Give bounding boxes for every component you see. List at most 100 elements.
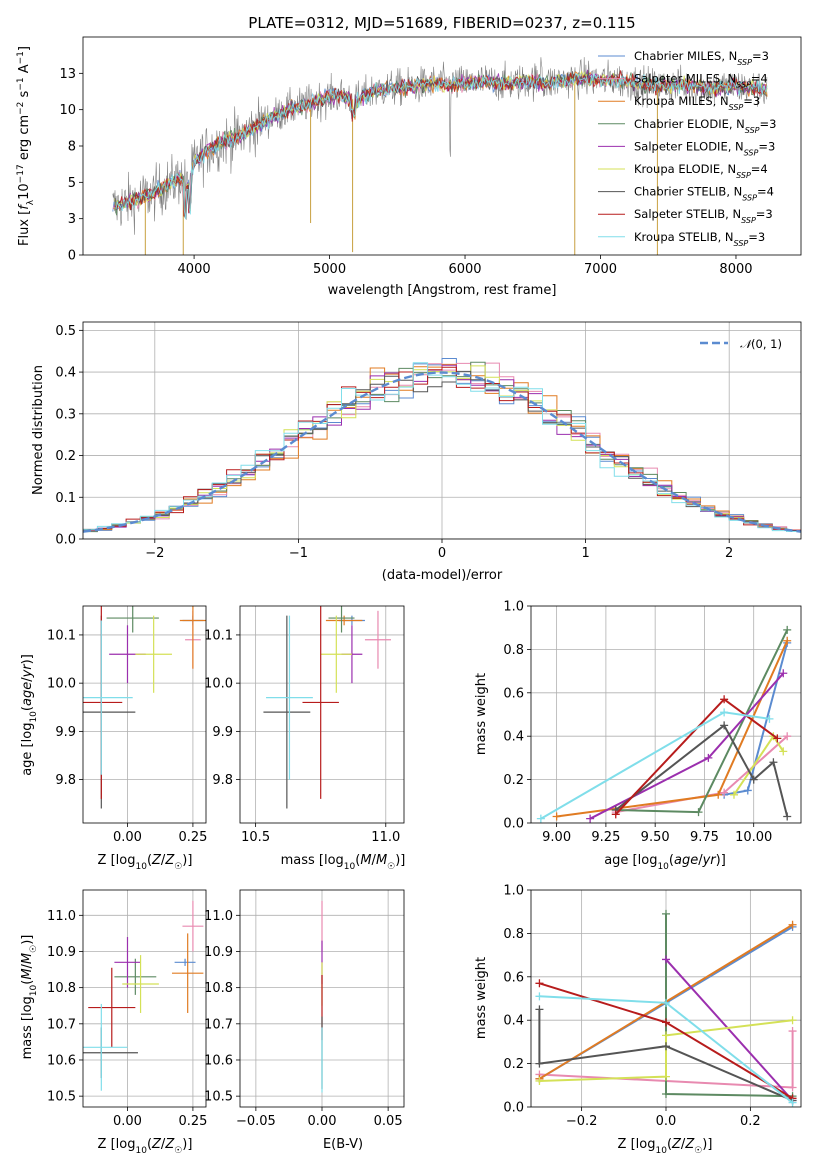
weight-age-x-label: age [log10(age/yr)]	[604, 853, 726, 872]
y-tick-label: 11.0	[47, 909, 76, 924]
label-part: Z [log	[618, 1137, 656, 1152]
label-part: ☉	[387, 862, 395, 872]
y-tick-label: 0.8	[503, 643, 524, 658]
mass-z-y-label: mass [log10(M/M☉)]	[20, 935, 39, 1060]
legend-main: Kroupa MILES, N	[634, 94, 729, 108]
weight-line	[615, 735, 788, 814]
weight-marker	[788, 1098, 797, 1107]
y-tick-label: 11.0	[204, 909, 233, 924]
label-part: M	[376, 853, 387, 868]
label-part: )]	[182, 1137, 192, 1152]
age-vs-z-panel: 0.00 0.259.89.910.010.1Z [log10(Z/Z☉)]age…	[20, 605, 207, 872]
weight-marker	[788, 1083, 797, 1092]
axes-frame	[530, 605, 802, 824]
legend-main: Salpeter MILES, N	[634, 72, 736, 86]
label-part: A	[17, 64, 32, 77]
weight-marker	[662, 909, 670, 918]
label-part: (	[147, 853, 152, 868]
y-tick-label: 8	[68, 140, 76, 155]
x-tick-label: 9.00	[542, 830, 571, 845]
label-part: λ	[26, 199, 36, 205]
weight-marker	[779, 747, 788, 756]
legend-entry: Chabrier STELIB, NSSP=4	[634, 185, 774, 203]
x-tick-label: 0.25	[178, 830, 207, 845]
label-part: )]	[20, 935, 35, 945]
label-part: Z	[164, 1137, 175, 1152]
label-part: M	[20, 968, 35, 979]
weight-marker	[720, 695, 729, 704]
y-tick-label: 0.5	[55, 324, 76, 339]
label-part: −17	[16, 164, 26, 183]
legend-entry: Salpeter ELODIE, NSSP=3	[634, 139, 775, 157]
weight-age-y-label: mass weight	[474, 673, 489, 755]
label-part: /	[161, 853, 166, 868]
weight-marker	[773, 734, 782, 743]
label-part: )]	[20, 654, 35, 664]
legend-tail: (0, 1)	[751, 337, 782, 351]
y-tick-label: 0.1	[55, 491, 76, 506]
label-part: )]	[716, 853, 726, 868]
legend-main: Salpeter ELODIE, N	[634, 139, 744, 153]
x-tick-label: 1	[581, 546, 589, 561]
legend-main: Chabrier STELIB, N	[634, 185, 742, 199]
weight-marker	[662, 1072, 670, 1081]
weight-line	[665, 913, 793, 1098]
y-tick-label: 13	[59, 67, 76, 82]
mass-vs-ebv-panel: −0.05 0.00 0.05 10.5 10.6 10.7 10.8 10.9 11.0 E(B…	[204, 889, 405, 1152]
y-tick-label: 0.0	[503, 817, 524, 832]
weight-marker	[662, 1018, 670, 1027]
weight-marker	[535, 1005, 544, 1014]
mass-vs-ebv-panel-plot-area	[240, 890, 404, 1107]
y-tick-label: 1.0	[503, 884, 524, 899]
label-part: )]	[182, 853, 192, 868]
label-part: f	[17, 203, 32, 210]
y-tick-label: 0.3	[55, 407, 76, 422]
weight-vs-age-panel-plot-area	[531, 606, 801, 823]
label-part: ☉	[174, 1146, 182, 1156]
weight-marker	[788, 1016, 797, 1025]
weight-marker	[704, 753, 713, 762]
weight-marker	[783, 636, 792, 645]
label-part: ☉	[174, 862, 182, 872]
y-tick-label: 10.8	[47, 981, 76, 996]
label-part: /	[698, 853, 703, 868]
weight-marker	[662, 1042, 670, 1051]
y-tick-label: 10.6	[47, 1053, 76, 1068]
label-part: M	[20, 953, 35, 964]
label-part: (	[355, 853, 360, 868]
label-part: Z [log	[98, 1137, 136, 1152]
weight-marker	[662, 998, 670, 1007]
legend-entry: Salpeter STELIB, NSSP=3	[634, 207, 773, 225]
weight-marker	[586, 814, 595, 823]
legend-entry: Salpeter MILES, NSSP=4	[634, 72, 768, 90]
label-part: (	[147, 1137, 152, 1152]
legend-main: Kroupa STELIB, N	[634, 230, 734, 244]
weight-marker	[720, 708, 729, 717]
y-tick-label: 10.6	[204, 1053, 233, 1068]
legend-sub: SSP	[736, 80, 751, 89]
legend-tail: =3	[748, 230, 765, 244]
x-tick-label: −0.2	[566, 1114, 598, 1129]
y-tick-label: 10.9	[47, 945, 76, 960]
label-part: Z	[151, 853, 162, 868]
axes-frame	[82, 605, 207, 824]
legend-sub: SSP	[729, 103, 744, 112]
axes-frame	[82, 321, 802, 540]
x-tick-label: 9.25	[591, 830, 620, 845]
label-part: ]	[17, 46, 32, 51]
age-vs-z-panel-plot-area	[83, 606, 206, 823]
weight-line	[615, 629, 789, 814]
legend-main: Chabrier ELODIE, N	[634, 117, 745, 131]
label-part: /	[20, 677, 35, 682]
model-spectrum-line	[115, 72, 768, 220]
x-tick-label: 0.05	[374, 1114, 403, 1129]
x-tick-label: 0.00	[308, 1114, 337, 1129]
legend-tail: =4	[751, 162, 768, 176]
legend-sub: SSP	[734, 238, 749, 247]
weight-marker	[720, 721, 729, 730]
y-tick-label: 0.4	[503, 1014, 524, 1029]
spectrum-y-label: Flux [fλ10−17 erg cm−2 s−1 A−1]	[16, 46, 36, 246]
y-tick-label: 10.0	[47, 677, 76, 692]
weight-marker	[535, 992, 544, 1001]
